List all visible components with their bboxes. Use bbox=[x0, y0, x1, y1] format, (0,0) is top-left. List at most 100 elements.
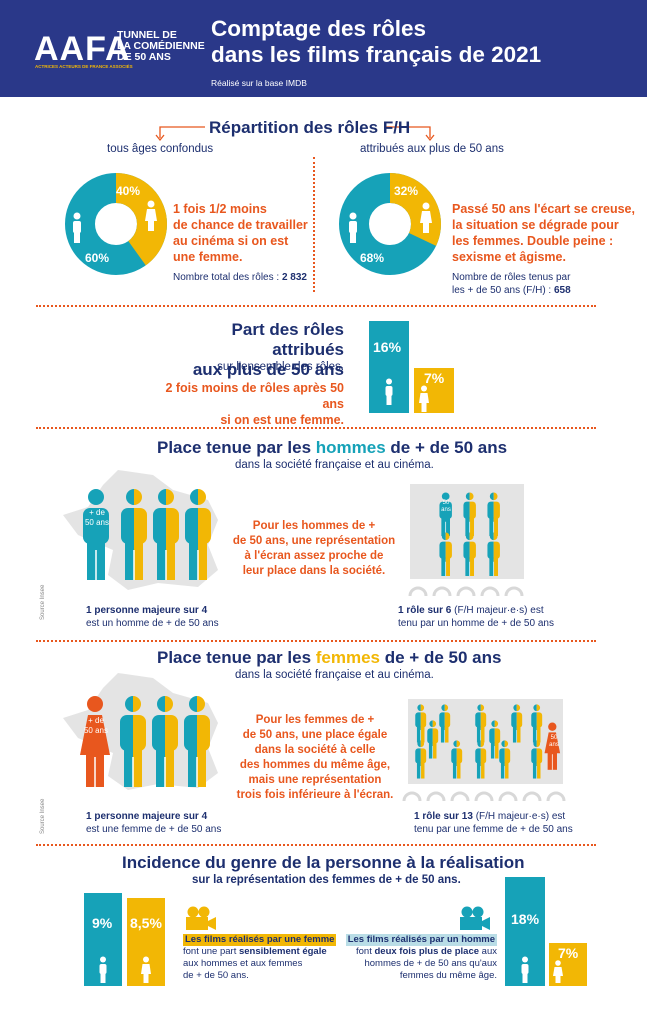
person-figure bbox=[120, 696, 146, 787]
arrow-right bbox=[385, 126, 431, 138]
hommes-left-caption: 1 personne majeure sur 4 est un homme de… bbox=[86, 604, 219, 630]
man-icon bbox=[349, 212, 357, 243]
divider bbox=[36, 427, 596, 429]
text-line: si on est une femme. bbox=[220, 413, 344, 427]
text-line: de chance de travailler bbox=[173, 218, 308, 232]
woman-icon bbox=[145, 200, 157, 231]
hommes-right-caption: 1 rôle sur 6 (F/H majeur·e·s) est tenu p… bbox=[398, 604, 554, 630]
text-line: leur place dans la société. bbox=[242, 565, 386, 577]
bar-women-7 bbox=[414, 368, 454, 413]
highlight-heading: Les films réalisés par une femme bbox=[183, 934, 337, 946]
arrow-right-head bbox=[425, 134, 435, 142]
caption-bold: 1 rôle sur 13 bbox=[414, 811, 473, 822]
woman-50-plus-figure bbox=[80, 696, 110, 787]
total-value: 2 832 bbox=[281, 272, 307, 283]
badge-line: + de bbox=[88, 716, 104, 725]
caption-part: (F/H majeur·e·s) est bbox=[472, 811, 566, 822]
caption-line: est une femme de + de 50 ans bbox=[86, 824, 222, 835]
text-line: de + de 50 ans. bbox=[183, 970, 249, 981]
person-figure bbox=[531, 740, 543, 779]
text-line: 1 fois 1/2 moins bbox=[173, 202, 267, 216]
title-highlight: femmes bbox=[315, 648, 381, 667]
divider bbox=[36, 640, 596, 642]
arrow-left-head bbox=[155, 134, 165, 142]
title-part: de + de 50 ans bbox=[380, 648, 502, 667]
title-line: Part des rôles attribués bbox=[231, 320, 344, 359]
person-figure bbox=[499, 740, 511, 779]
hommes-title: Place tenue par les hommes de + de 50 an… bbox=[157, 438, 507, 458]
man-50-plus-figure bbox=[83, 489, 109, 580]
person-figure bbox=[439, 532, 452, 577]
header-banner: AAFA TUNNEL DE LA COMÉDIENNE DE 50 ANS A… bbox=[0, 0, 647, 97]
text-line: de 50 ans, une représentation bbox=[232, 535, 396, 547]
badge-line: 50 bbox=[442, 500, 450, 506]
left-total: Nombre total des rôles : 2 832 bbox=[173, 271, 307, 284]
text-line: mais une représentation bbox=[248, 774, 382, 786]
logo-sub: ACTRICES ACTEURS DE FRANCE ASSOCIÉS bbox=[35, 64, 133, 69]
title-highlight: hommes bbox=[315, 438, 386, 457]
text-line: sexisme et âgisme. bbox=[452, 250, 566, 264]
page-title: Comptage des rôles dans les films frança… bbox=[211, 16, 541, 68]
text-part: aux bbox=[479, 946, 497, 957]
text-line: la situation se dégrade pour bbox=[452, 218, 619, 232]
person-figure bbox=[475, 704, 487, 743]
part-title: Part des rôles attribués aux plus de 50 … bbox=[160, 320, 344, 380]
logo-line: LA COMÉDIENNE bbox=[117, 40, 205, 52]
person-figure bbox=[121, 489, 147, 580]
person-figure bbox=[531, 704, 543, 743]
man-icon bbox=[521, 956, 529, 983]
person-figure bbox=[439, 704, 451, 743]
mini-badge: 50 ans bbox=[439, 500, 453, 514]
badge-line: 50 bbox=[550, 735, 558, 741]
text-line: les femmes. Double peine : bbox=[452, 234, 614, 248]
bar-men-label: 9% bbox=[92, 915, 113, 931]
donut-women-pct: 40% bbox=[116, 184, 141, 198]
woman-icon bbox=[419, 385, 429, 412]
part-sub: sur l'ensemble des rôles. bbox=[217, 361, 344, 373]
badge-line: 50 ans bbox=[84, 518, 110, 527]
bar-women-7 bbox=[549, 943, 587, 986]
man-icon bbox=[73, 212, 81, 243]
arrow-left bbox=[159, 126, 205, 138]
logo-tagline: TUNNEL DE LA COMÉDIENNE DE 50 ANS bbox=[117, 30, 205, 63]
donut-women-pct: 32% bbox=[394, 184, 419, 198]
caption-line: 1 personne majeure sur 4 bbox=[86, 605, 208, 616]
right-total: Nombre de rôles tenus par les + de 50 an… bbox=[452, 271, 571, 297]
logo: AAFA bbox=[34, 30, 131, 69]
hommes-mid-text: Pour les hommes de + de 50 ans, une repr… bbox=[232, 519, 396, 579]
cinema-seats bbox=[402, 791, 566, 802]
title-line: dans les films français de 2021 bbox=[211, 42, 542, 67]
text-bold: deux fois plus de place bbox=[374, 946, 480, 957]
text-line: 2 fois moins de rôles après 50 ans bbox=[165, 381, 344, 411]
logo-line: TUNNEL DE bbox=[117, 29, 177, 41]
badge-plus-50: + de 50 ans bbox=[81, 716, 111, 736]
text-line: hommes de + de 50 ans qu'aux bbox=[364, 958, 497, 969]
text-line: Pour les femmes de + bbox=[255, 714, 375, 726]
caption-line: tenu par un homme de + de 50 ans bbox=[398, 618, 554, 629]
text-line: des hommes du même âge, bbox=[239, 759, 391, 771]
bar-men-label: 18% bbox=[511, 911, 540, 927]
left-label: tous âges confondus bbox=[107, 143, 214, 155]
femmes-left-caption: 1 personne majeure sur 4 est une femme d… bbox=[86, 810, 221, 836]
right-label: attribués aux plus de 50 ans bbox=[360, 143, 504, 155]
femmes-title: Place tenue par les femmes de + de 50 an… bbox=[157, 648, 501, 668]
text-line: femmes du même âge. bbox=[399, 970, 497, 981]
divider-vertical bbox=[313, 157, 315, 292]
bar-women-label: 7% bbox=[424, 370, 445, 386]
person-figure bbox=[475, 740, 487, 779]
bar-women-label: 8,5% bbox=[130, 915, 162, 931]
caption-part: (F/H majeur·e·s) est bbox=[451, 605, 544, 616]
caption-line: 1 personne majeure sur 4 bbox=[86, 811, 208, 822]
person-figure bbox=[427, 720, 439, 759]
caption-line: est un homme de + de 50 ans bbox=[86, 618, 219, 629]
badge-plus-50: + de 50 ans bbox=[82, 508, 112, 528]
person-figure bbox=[451, 740, 463, 779]
divider bbox=[36, 305, 596, 307]
person-figure bbox=[415, 740, 427, 779]
man-50-plus-figure bbox=[439, 492, 452, 537]
female-director-text: Les films réalisés par une femme font un… bbox=[183, 934, 337, 982]
mini-badge: 50 ans bbox=[543, 735, 565, 749]
person-figure bbox=[511, 704, 523, 743]
text-line: dans la société à celle bbox=[254, 744, 376, 756]
divider bbox=[36, 844, 596, 846]
